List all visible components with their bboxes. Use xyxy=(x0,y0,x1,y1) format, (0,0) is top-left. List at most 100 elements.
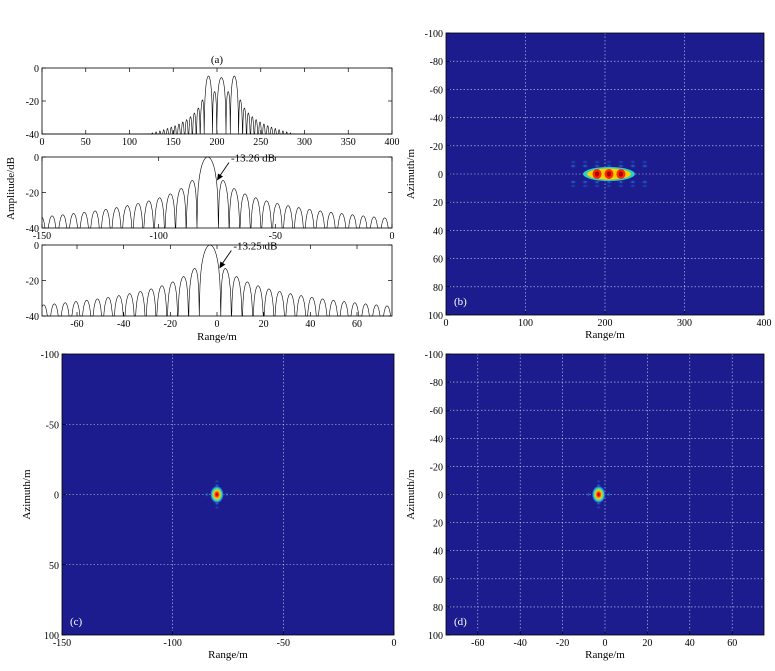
x-tick-label: -20 xyxy=(164,319,177,330)
sidelobe-mark xyxy=(606,491,612,498)
series-line xyxy=(41,244,392,317)
y-tick-label: -40 xyxy=(26,224,39,235)
y-tick-label: 80 xyxy=(433,283,443,294)
x-tick-label: 20 xyxy=(642,638,652,649)
panel-c: -150 -100 -50 0 -100 -50 0 50 100 Range/m Azimuth/… xyxy=(21,350,397,661)
y-tick-label: -40 xyxy=(430,434,443,445)
x-tick-label: 60 xyxy=(727,638,737,649)
x-tick-label: 50 xyxy=(81,137,91,148)
y-tick-label: 0 xyxy=(54,491,59,502)
sidelobe-mark xyxy=(595,479,602,484)
sidelobe-mark xyxy=(581,159,590,165)
target-core xyxy=(606,171,612,177)
y-tick-label: -40 xyxy=(26,130,39,141)
annotation-arrowhead xyxy=(217,173,223,181)
y-tick-label: -80 xyxy=(430,57,443,68)
sidelobe-mark xyxy=(595,505,602,510)
x-tick-label: 0 xyxy=(444,318,449,329)
y-tick-label: -20 xyxy=(26,97,39,108)
annotation-arrowhead xyxy=(219,261,226,269)
annotation-label: -13.25 dB xyxy=(233,241,277,253)
y-tick-label: 0 xyxy=(34,64,39,75)
y-tick-label: 60 xyxy=(433,255,443,266)
x-axis-label: Range/m xyxy=(585,649,625,661)
y-tick-label: 100 xyxy=(428,311,443,322)
sidelobe-mark xyxy=(628,183,637,189)
sidelobe-mark xyxy=(604,159,613,165)
x-tick-label: 400 xyxy=(385,137,400,148)
y-tick-label: 40 xyxy=(433,226,443,237)
x-tick-label: 300 xyxy=(297,137,312,148)
sidelobe-mark xyxy=(586,491,592,498)
x-tick-label: 0 xyxy=(390,231,395,242)
x-tick-label: -40 xyxy=(514,638,527,649)
sidelobe-mark xyxy=(213,479,220,484)
sidelobe-mark xyxy=(593,159,602,165)
y-tick-label: 0 xyxy=(34,153,39,164)
y-tick-label: 100 xyxy=(44,631,59,642)
x-tick-label: 40 xyxy=(305,319,315,330)
sidelobe-mark xyxy=(628,179,637,185)
panel-d: -60 -40 -20 0 20 40 60 -100 -80 -60 -40 -20 0 20 40 60 8… xyxy=(405,350,765,661)
sidelobe-mark xyxy=(616,159,625,165)
y-tick-label: 50 xyxy=(49,561,59,572)
x-axis-label: Range/m xyxy=(197,331,237,343)
panel-a3: -60 -40 -20 0 20 40 60 0 -20 -40 Range/m -13.25 dB xyxy=(26,241,393,343)
target-point xyxy=(209,485,224,504)
y-axis-label: Azimuth/m xyxy=(405,469,417,520)
x-tick-label: 400 xyxy=(757,318,772,329)
y-tick-label: 0 xyxy=(34,241,39,252)
sidelobe-mark xyxy=(593,183,602,189)
y-tick-label: -60 xyxy=(430,406,443,417)
sidelobe-mark xyxy=(224,491,230,498)
panel-label: (c) xyxy=(70,616,83,628)
x-tick-label: 0 xyxy=(603,638,608,649)
target-point xyxy=(591,485,606,504)
sidelobe-mark xyxy=(569,183,578,189)
y-tick-label: 20 xyxy=(433,519,443,530)
y-tick-label: -20 xyxy=(430,142,443,153)
sidelobe-mark xyxy=(604,183,613,189)
x-tick-label: 0 xyxy=(215,319,220,330)
y-tick-label: -80 xyxy=(430,378,443,389)
sidelobe-mark xyxy=(640,179,649,185)
x-tick-label: 200 xyxy=(598,318,613,329)
y-tick-label: -40 xyxy=(430,114,443,125)
sidelobe-mark xyxy=(569,159,578,165)
sidelobe-mark xyxy=(581,163,590,169)
panel-b: 0 100 200 300 400-100-80-60-40-2002040608010… xyxy=(405,29,772,341)
sidelobe-mark xyxy=(204,491,210,498)
sidelobe-mark xyxy=(581,179,590,185)
y-tick-label: -60 xyxy=(430,85,443,96)
y-tick-label: -20 xyxy=(430,462,443,473)
x-tick-label: 350 xyxy=(341,137,356,148)
x-tick-label: 200 xyxy=(210,137,225,148)
sidelobe-mark xyxy=(213,505,220,510)
y-tick-label: -50 xyxy=(46,420,59,431)
y-tick-label: -40 xyxy=(26,312,39,323)
sidelobe-mark xyxy=(628,163,637,169)
x-tick-label: -50 xyxy=(277,638,290,649)
sidelobe-mark xyxy=(640,163,649,169)
chart-title: (a) xyxy=(211,54,224,66)
y-tick-label: 40 xyxy=(433,547,443,558)
annotation-label: -13.26 dB xyxy=(231,153,275,165)
y-tick-label: -100 xyxy=(41,350,59,361)
y-axis-label: Amplitude/dB xyxy=(5,157,17,220)
y-axis-label: Azimuth/m xyxy=(21,469,33,520)
target-core xyxy=(618,171,624,177)
x-tick-label: 20 xyxy=(259,319,269,330)
sidelobe-mark xyxy=(569,163,578,169)
y-tick-label: -100 xyxy=(425,29,443,40)
series-line xyxy=(41,156,392,229)
panel-a2: -150 -100 -50 0 0 -20 -40 Amplitude/dB -13.26 dB xyxy=(5,153,395,242)
x-tick-label: -100 xyxy=(149,231,167,242)
x-tick-label: 250 xyxy=(253,137,268,148)
x-tick-label: 0 xyxy=(40,137,45,148)
sidelobe-mark xyxy=(640,159,649,165)
series-line xyxy=(42,75,392,135)
sidelobe-mark xyxy=(640,183,649,189)
y-tick-label: 80 xyxy=(433,603,443,614)
y-tick-label: 20 xyxy=(433,198,443,209)
x-tick-label: -60 xyxy=(70,319,83,330)
